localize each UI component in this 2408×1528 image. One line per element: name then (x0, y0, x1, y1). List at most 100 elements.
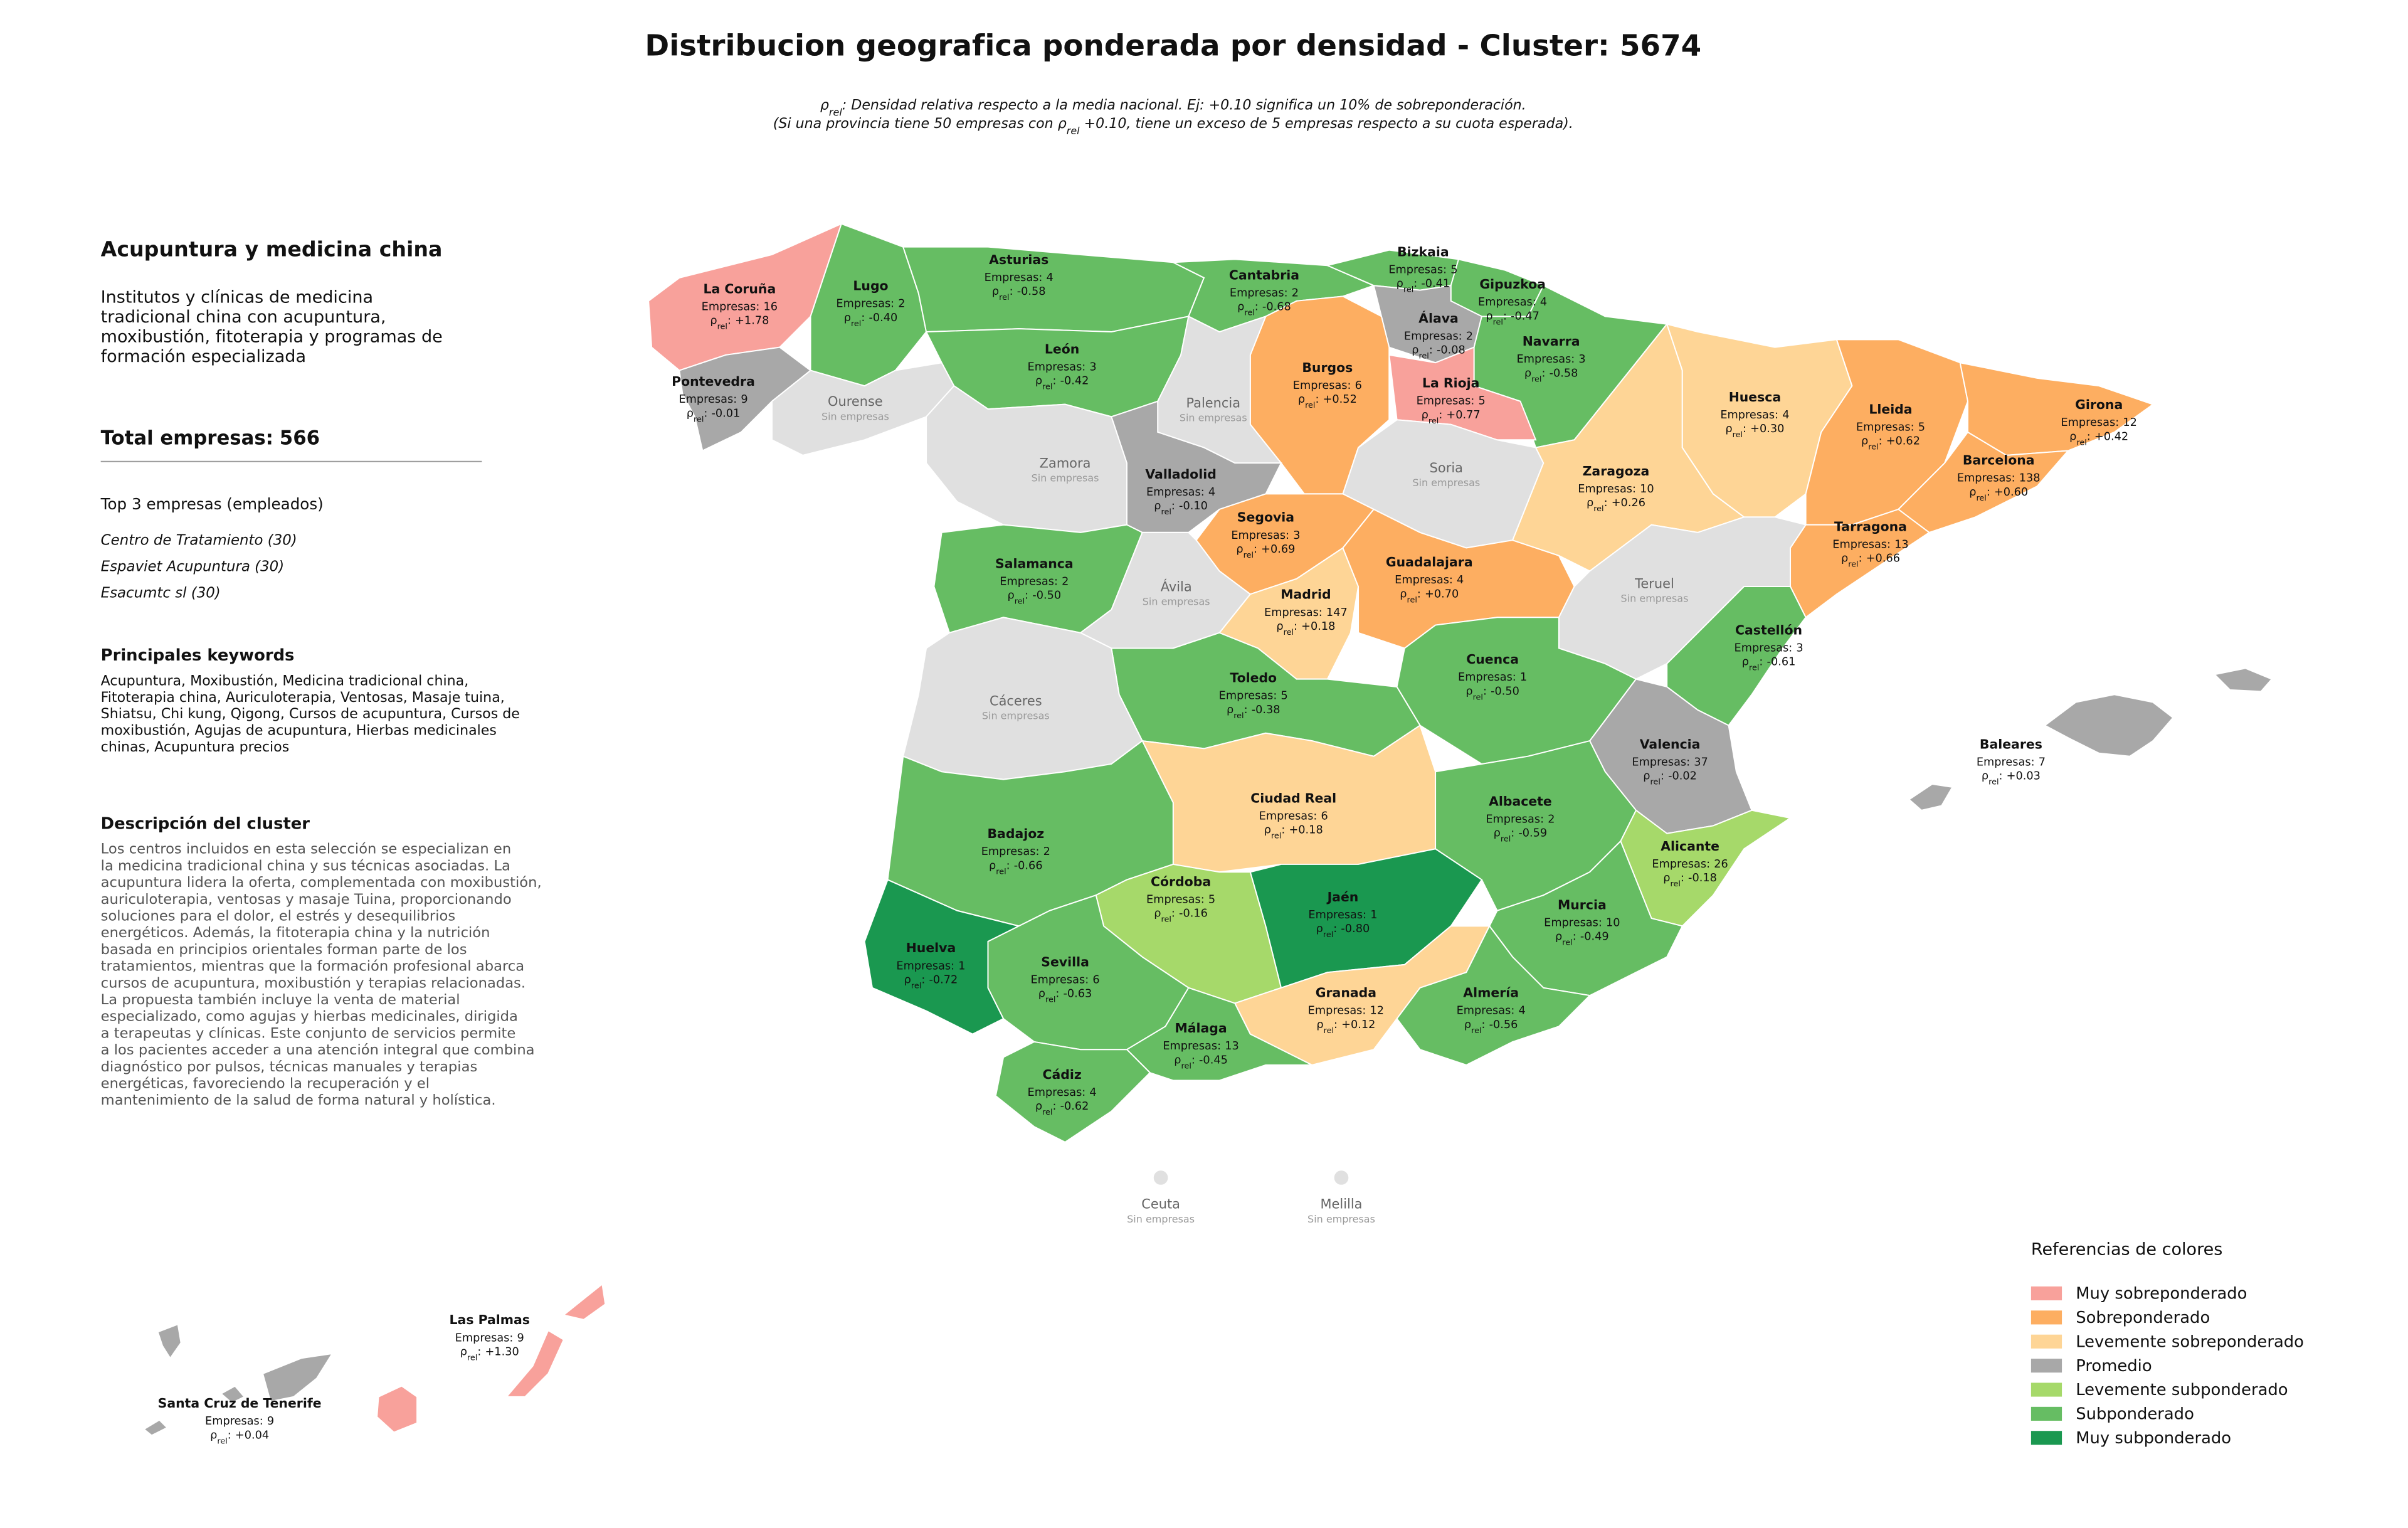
province-rho: ρrel: -0.58 (1524, 367, 1578, 383)
province-name: Badajoz (988, 826, 1045, 841)
rho-sep: : (921, 974, 925, 986)
empresas-value: 16 (764, 301, 778, 314)
rho-sep: : (1541, 367, 1545, 379)
empresas-label: Empresas: (1231, 529, 1289, 542)
rho-sub: rel (1045, 995, 1055, 1004)
empresas-label: Empresas: (1000, 576, 1058, 588)
rho-sub: rel (1733, 430, 1743, 439)
rho-symbol: ρ (1663, 872, 1670, 884)
rho-sep: : (1315, 393, 1319, 406)
rho-value: -0.47 (1511, 310, 1539, 322)
rho-value: -0.63 (1064, 988, 1092, 1000)
subtitle-part: : Densidad relativa respecto a la media … (842, 97, 1526, 114)
province-name: Zamora (1040, 456, 1091, 471)
empresas-label: Empresas: (1395, 574, 1453, 586)
province-name: Zaragoza (1583, 464, 1650, 479)
province-count: Empresas: 4 (1478, 296, 1547, 309)
province-rho: ρrel: -0.16 (1154, 908, 1208, 925)
province-note: Sin empresas (1621, 593, 1689, 605)
province-shape (1152, 1169, 1170, 1186)
legend-swatch (2030, 1406, 2062, 1421)
rho-sub: rel (1181, 1061, 1191, 1071)
rho-sub: rel (1323, 930, 1333, 940)
province-count: Empresas: 7 (1977, 756, 2046, 768)
province-shape (1897, 431, 2070, 534)
subtitle: (Si una provincia tiene 50 empresas con … (773, 115, 1573, 137)
empresas-value: 1 (958, 960, 965, 972)
province-count: Empresas: 1 (896, 960, 965, 972)
province-name: Girona (2075, 397, 2123, 412)
province-rho: ρrel: -0.18 (1663, 872, 1717, 889)
province-shape (1396, 925, 1592, 1066)
rho-sep: : (1191, 1054, 1195, 1066)
empresas-label: Empresas: (1293, 379, 1351, 392)
province-rho: ρrel: -0.58 (992, 285, 1046, 302)
province-count: Empresas: 2 (1486, 814, 1555, 826)
rho-value: +1.78 (735, 315, 769, 327)
province-name: Granada (1316, 985, 1376, 1000)
subtitle-part: rel (829, 106, 842, 118)
rho-sub: rel (1848, 560, 1858, 569)
empresas-label: Empresas: (1578, 483, 1636, 496)
empresas-label: Empresas: (1478, 296, 1536, 309)
empresas-label: Empresas: (1735, 642, 1793, 654)
rho-symbol: ρ (1524, 367, 1531, 379)
province-count: Empresas: 3 (1231, 529, 1300, 542)
rho-symbol: ρ (1982, 770, 1988, 783)
rho-sub: rel (694, 415, 704, 424)
rho-value: +0.60 (1994, 486, 2028, 499)
cluster-text: energéticos. Además, la fitoterapia chin… (101, 925, 490, 941)
legend-label: Levemente subponderado (2076, 1381, 2288, 1399)
province-name: Teruel (1634, 576, 1674, 591)
rho-sub: rel (1244, 550, 1254, 560)
rho-symbol: ρ (1008, 590, 1015, 602)
province-name: Palencia (1186, 396, 1241, 411)
rho-sep: : (1604, 497, 1608, 509)
province-name: Castellón (1735, 622, 1802, 637)
rho-sep: : (1255, 301, 1259, 314)
rho-symbol: ρ (1742, 656, 1749, 669)
province-shape (219, 1385, 246, 1404)
rho-sep: : (1859, 553, 1862, 565)
empresas-value: 2 (1292, 287, 1299, 299)
empresas-value: 4 (1208, 486, 1215, 499)
legend-label: Muy sobreponderado (2076, 1285, 2247, 1303)
empresas-value: 9 (741, 393, 747, 406)
province-name: Santa Cruz de Tenerife (158, 1396, 322, 1411)
rho-sub: rel (1976, 493, 1986, 502)
rho-sep: : (1052, 375, 1056, 388)
province-shape (142, 1419, 169, 1436)
rho-sep: : (1281, 824, 1285, 837)
province-count: Empresas: 3 (1517, 353, 1586, 366)
province-rho: ρrel: -0.49 (1555, 931, 1609, 948)
empresas-label: Empresas: (1388, 264, 1447, 277)
empresas-value: 2 (1062, 576, 1069, 588)
rho-value: +1.30 (485, 1345, 519, 1358)
legend-label: Subponderado (2076, 1405, 2194, 1424)
province-rho: ρrel: +0.60 (1969, 486, 2028, 503)
province-rho: ρrel: -0.50 (1465, 685, 1519, 702)
rho-value: -0.50 (1491, 685, 1519, 698)
province-rho: ρrel: -0.72 (904, 974, 958, 990)
empresas-value: 26 (1714, 858, 1728, 871)
rho-sub: rel (1531, 374, 1541, 384)
rho-sub: rel (1650, 777, 1661, 787)
province-name: Gipuzkoa (1479, 277, 1546, 292)
province-name: Valencia (1640, 736, 1701, 751)
rho-sep: : (1511, 827, 1514, 840)
rho-symbol: ρ (1227, 704, 1233, 716)
empresas-value: 5 (1208, 893, 1215, 906)
rho-sep: : (1483, 685, 1487, 698)
province-count: Empresas: 6 (1293, 379, 1362, 392)
rho-symbol: ρ (1400, 588, 1407, 600)
province-name: Toledo (1230, 671, 1277, 686)
cluster-text: Los centros incluidos en esta selección … (101, 841, 512, 857)
rho-sub: rel (1407, 595, 1417, 605)
province-shape (376, 1385, 418, 1433)
rho-sub: rel (1233, 711, 1244, 720)
rho-value: -0.38 (1252, 704, 1281, 716)
top-item: Centro de Tratamiento (30) (101, 533, 297, 549)
province-rho: ρrel: +0.12 (1316, 1019, 1375, 1036)
province-name: Sevilla (1041, 954, 1089, 969)
